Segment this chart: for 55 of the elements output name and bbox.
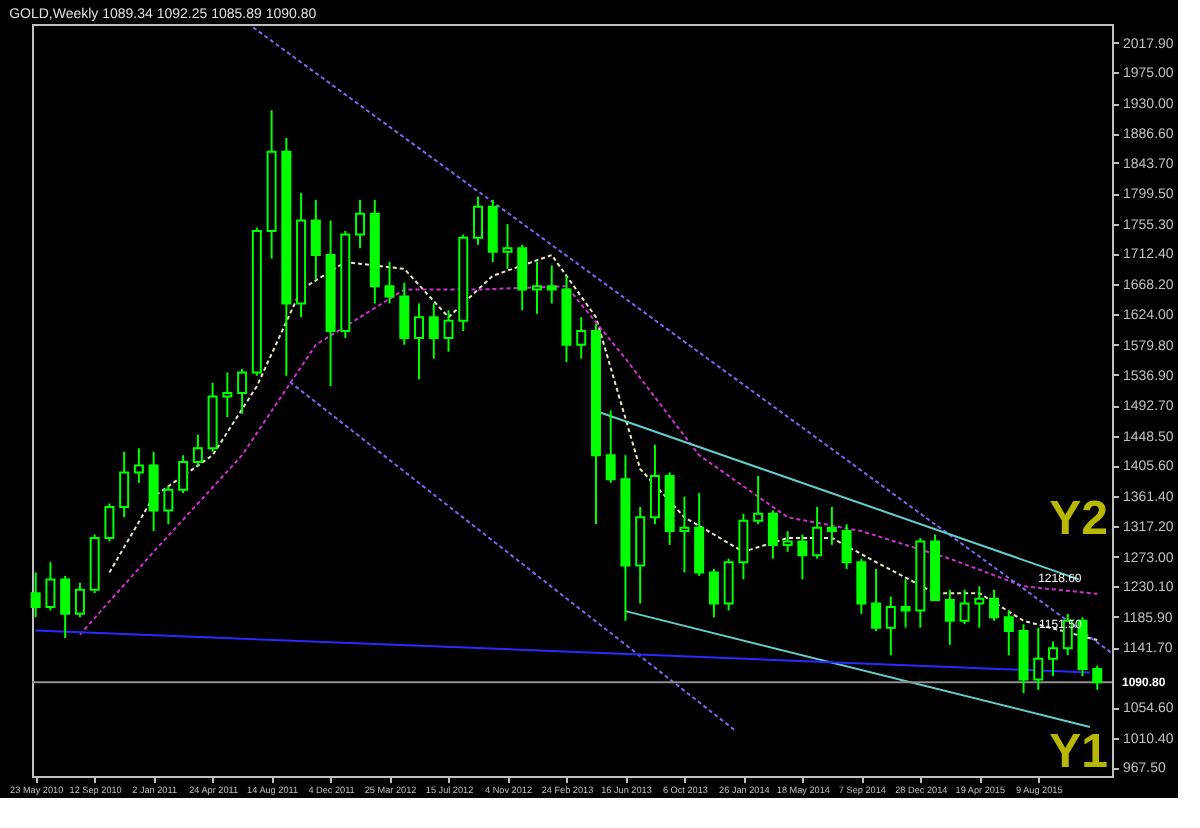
candlestick <box>487 198 498 264</box>
candlestick <box>900 578 911 629</box>
candlestick <box>355 198 366 250</box>
candlestick <box>1003 609 1014 657</box>
candlestick <box>989 588 1000 622</box>
candlestick <box>649 443 660 526</box>
candlestick <box>723 557 734 612</box>
candlestick <box>74 581 85 619</box>
candlestick <box>974 585 985 629</box>
candlestick <box>944 588 955 646</box>
candlestick <box>753 474 764 526</box>
candlestick <box>399 281 410 346</box>
candlestick <box>178 454 189 495</box>
candlestick <box>517 243 528 312</box>
candlestick <box>546 264 557 305</box>
candlestick <box>605 409 616 484</box>
candlestick <box>531 261 542 315</box>
candlestick <box>1092 664 1103 691</box>
candlestick <box>473 195 484 246</box>
candlestick <box>812 505 823 560</box>
candlestick <box>237 367 248 415</box>
candlestick <box>782 530 793 553</box>
candlestick <box>45 561 56 612</box>
candlestick <box>133 447 144 484</box>
candlestick <box>414 302 425 381</box>
candlestick <box>856 557 867 615</box>
candlestick <box>738 512 749 581</box>
candlestick <box>576 316 587 360</box>
annotation: Y1 <box>1049 725 1108 780</box>
candlestick <box>502 223 513 270</box>
candlestick <box>797 533 808 581</box>
candlestick <box>384 261 395 305</box>
candlestick <box>1048 640 1059 677</box>
annotation: Y2 <box>1049 492 1108 547</box>
candlestick <box>679 495 690 574</box>
candlestick <box>119 450 130 519</box>
candlestick <box>192 433 203 467</box>
candlestick <box>104 502 115 543</box>
candlestick <box>694 492 705 577</box>
candlestick <box>885 595 896 657</box>
candlestick <box>767 509 778 560</box>
candlestick <box>826 505 837 546</box>
candlestick <box>310 198 321 281</box>
candlestick <box>222 371 233 419</box>
candlestick <box>1033 626 1044 691</box>
candlestick <box>428 302 439 360</box>
candlestick <box>60 574 71 640</box>
candlestick <box>163 485 174 526</box>
candlestick <box>30 571 41 619</box>
candlestick <box>443 309 454 353</box>
candlestick <box>708 568 719 619</box>
candlestick <box>959 588 970 626</box>
candlestick <box>841 523 852 571</box>
candlestick <box>871 568 882 633</box>
candlestick <box>148 450 159 533</box>
